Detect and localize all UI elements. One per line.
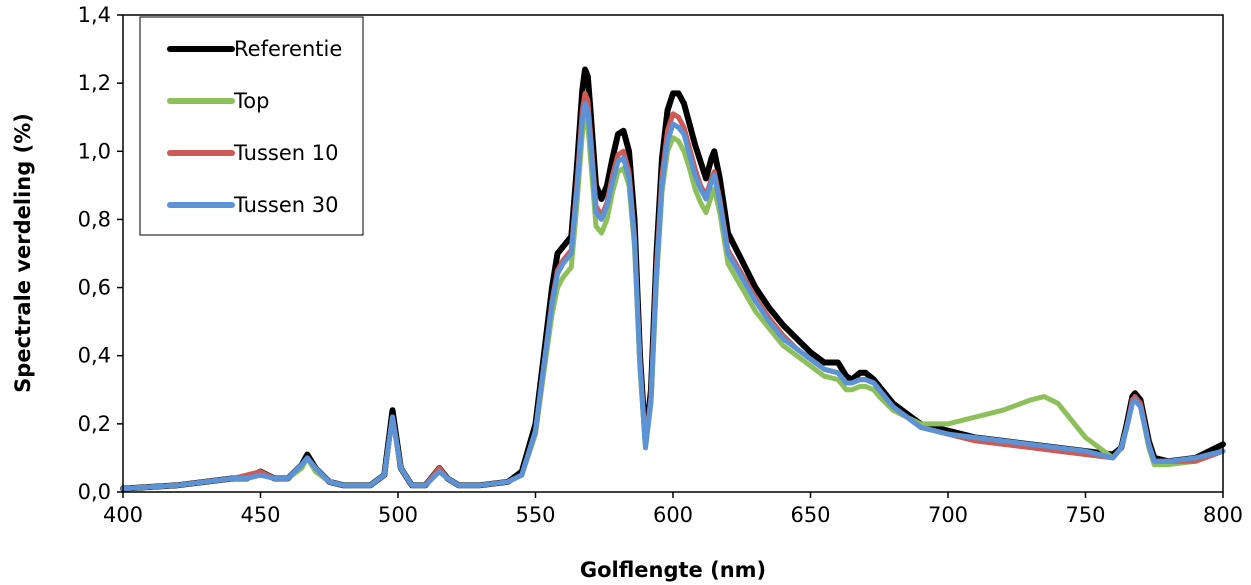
series-layer — [120, 66, 1226, 492]
x-tick-label: 400 — [103, 503, 143, 527]
x-tick-label: 800 — [1203, 503, 1243, 527]
x-tick-label: 550 — [515, 503, 555, 527]
y-tick-label: 0,0 — [78, 480, 111, 504]
legend-label-referentie: Referentie — [234, 37, 342, 61]
legend: Referentie Top Tussen 10 Tussen 30 — [139, 16, 364, 236]
y-tick-label: 0,4 — [78, 344, 111, 368]
y-tick-label: 1,4 — [78, 3, 111, 27]
y-axis-title: Spectrale verdeling (%) — [11, 113, 35, 393]
x-tick-label: 650 — [790, 503, 830, 527]
x-tick-label: 750 — [1065, 503, 1105, 527]
y-tick-label: 0,2 — [78, 412, 111, 436]
legend-label-top: Top — [233, 89, 269, 113]
y-tick-label: 0,8 — [78, 207, 111, 231]
legend-box — [139, 16, 364, 236]
x-tick-label: 500 — [378, 503, 418, 527]
x-tick-label: 700 — [928, 503, 968, 527]
y-tick-label: 1,0 — [78, 139, 111, 163]
y-tick-label: 0,6 — [78, 276, 111, 300]
y-axis: 0,0 0,2 0,4 0,6 0,8 1,0 1,2 1,4 — [78, 3, 123, 504]
series-line-tussen-30 — [120, 101, 1226, 492]
legend-label-tussen-10: Tussen 10 — [233, 141, 338, 165]
legend-label-tussen-30: Tussen 30 — [233, 193, 338, 217]
y-tick-label: 1,2 — [78, 71, 111, 95]
x-axis-title: Golflengte (nm) — [580, 558, 766, 582]
x-tick-label: 600 — [653, 503, 693, 527]
x-tick-label: 450 — [240, 503, 280, 527]
x-axis: 400 450 500 550 600 650 700 750 800 — [103, 492, 1243, 527]
